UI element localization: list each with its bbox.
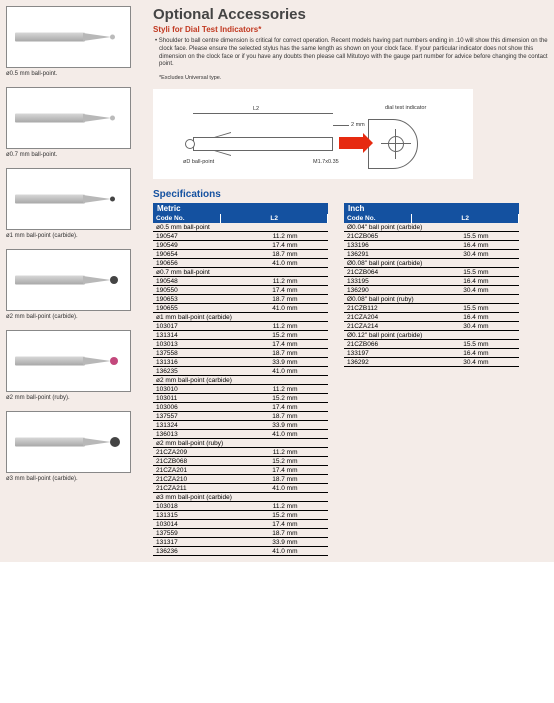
content-column: Optional Accessories Styli for Dial Test…: [141, 6, 548, 556]
table-row: 19065641.0 mm: [153, 259, 328, 268]
table-row: 19054917.4 mm: [153, 241, 328, 250]
thumb-label-5: ø3 mm ball-point (carbide).: [6, 476, 141, 482]
diagram-thread-label: M1.7x0.35: [313, 159, 339, 165]
table-row: 21CZB06515.5 mm: [344, 232, 519, 241]
table-row: 13629130.4 mm: [344, 250, 519, 259]
table-row: 19065541.0 mm: [153, 304, 328, 313]
thumb-label-0: ø0.5 mm ball-point.: [6, 71, 141, 77]
section-row: Ø0.08" ball point (carbide): [344, 259, 519, 268]
metric-heading: Metric: [153, 203, 328, 214]
section-row: ø2 mm ball-point (ruby): [153, 439, 328, 448]
thumbnails-column: ø0.5 mm ball-point. ø0.7 mm ball-point. …: [6, 6, 141, 556]
thumb-1: [6, 87, 131, 149]
page-title: Optional Accessories: [153, 6, 548, 23]
table-row: 21CZB06815.2 mm: [153, 457, 328, 466]
table-row: 19055017.4 mm: [153, 286, 328, 295]
table-row: 13131633.9 mm: [153, 358, 328, 367]
thumb-label-3: ø2 mm ball-point (carbide).: [6, 314, 141, 320]
thumb-5: [6, 411, 131, 473]
table-row: 21CZB06415.5 mm: [344, 268, 519, 277]
section-row: Ø0.12" ball point (carbide): [344, 331, 519, 340]
table-row: 10300617.4 mm: [153, 403, 328, 412]
diagram-ball-label: øD ball-point: [183, 159, 214, 165]
col-l2: L2: [221, 214, 328, 223]
table-row: 13755918.7 mm: [153, 529, 328, 538]
diagram-l2-label: L2: [253, 106, 259, 112]
inch-column: Inch Code No.L2 Ø0.04" ball point (carbi…: [344, 203, 519, 367]
table-row: 13319516.4 mm: [344, 277, 519, 286]
stylus-diagram: L2 2 mm dial test indicator øD ball-poin…: [153, 89, 473, 179]
table-row: 13319616.4 mm: [344, 241, 519, 250]
section-row: ø2 mm ball-point (carbide): [153, 376, 328, 385]
table-row: 10301011.2 mm: [153, 385, 328, 394]
table-row: 13623641.0 mm: [153, 547, 328, 556]
table-row: 21CZA20911.2 mm: [153, 448, 328, 457]
table-row: 10301811.2 mm: [153, 502, 328, 511]
table-row: 10301711.2 mm: [153, 322, 328, 331]
section-row: ø0.7 mm ball-point: [153, 268, 328, 277]
table-row: 21CZB11215.5 mm: [344, 304, 519, 313]
table-row: 10301417.4 mm: [153, 520, 328, 529]
table-row: 13131415.2 mm: [153, 331, 328, 340]
thumb-label-1: ø0.7 mm ball-point.: [6, 152, 141, 158]
note-asterisk: *Excludes Universal type.: [153, 75, 548, 81]
table-row: 19054711.2 mm: [153, 232, 328, 241]
table-row: 13629030.4 mm: [344, 286, 519, 295]
thumb-label-2: ø1 mm ball-point (carbide).: [6, 233, 141, 239]
table-row: 21CZA21018.7 mm: [153, 475, 328, 484]
page-subtitle: Styli for Dial Test Indicators*: [153, 25, 548, 34]
table-row: 21CZA21430.4 mm: [344, 322, 519, 331]
thumb-4: [6, 330, 131, 392]
spec-columns: Metric Code No.L2 ø0.5 mm ball-point1905…: [153, 203, 548, 556]
table-row: 21CZA21141.0 mm: [153, 484, 328, 493]
table-row: 13319716.4 mm: [344, 349, 519, 358]
thumb-0: [6, 6, 131, 68]
thumb-label-4: ø2 mm ball-point (ruby).: [6, 395, 141, 401]
section-row: Ø0.04" ball point (carbide): [344, 223, 519, 232]
section-row: Ø0.08" ball point (ruby): [344, 295, 519, 304]
section-row: ø0.5 mm ball-point: [153, 223, 328, 232]
table-row: 13755818.7 mm: [153, 349, 328, 358]
metric-column: Metric Code No.L2 ø0.5 mm ball-point1905…: [153, 203, 328, 556]
table-row: 21CZB06615.5 mm: [344, 340, 519, 349]
section-row: ø1 mm ball-point (carbide): [153, 313, 328, 322]
table-row: 21CZA20117.4 mm: [153, 466, 328, 475]
thumb-3: [6, 249, 131, 311]
table-row: 13629230.4 mm: [344, 358, 519, 367]
table-row: 13131515.2 mm: [153, 511, 328, 520]
table-row: 13755718.7 mm: [153, 412, 328, 421]
table-row: 10301317.4 mm: [153, 340, 328, 349]
diagram-tip-dim: 2 mm: [351, 122, 365, 128]
table-row: 13601341.0 mm: [153, 430, 328, 439]
metric-table: Code No.L2 ø0.5 mm ball-point19054711.2 …: [153, 214, 328, 556]
inch-heading: Inch: [344, 203, 519, 214]
inch-table: Code No.L2 Ø0.04" ball point (carbide)21…: [344, 214, 519, 367]
table-row: 21CZA20416.4 mm: [344, 313, 519, 322]
table-row: 13131733.9 mm: [153, 538, 328, 547]
table-row: 19054811.2 mm: [153, 277, 328, 286]
note-text: • Shoulder to ball centre dimension is c…: [153, 38, 548, 69]
col-code-inch: Code No.: [344, 214, 412, 223]
table-row: 13132433.9 mm: [153, 421, 328, 430]
table-row: 19065418.7 mm: [153, 250, 328, 259]
arrow-icon: [339, 137, 363, 149]
diagram-indicator-label: dial test indicator: [385, 105, 426, 111]
section-row: ø3 mm ball-point (carbide): [153, 493, 328, 502]
table-row: 13623541.0 mm: [153, 367, 328, 376]
specifications-title: Specifications: [153, 189, 548, 200]
col-code: Code No.: [153, 214, 221, 223]
thumb-2: [6, 168, 131, 230]
col-l2-inch: L2: [412, 214, 519, 223]
table-row: 19065318.7 mm: [153, 295, 328, 304]
page: ø0.5 mm ball-point. ø0.7 mm ball-point. …: [0, 0, 554, 562]
table-row: 10301115.2 mm: [153, 394, 328, 403]
